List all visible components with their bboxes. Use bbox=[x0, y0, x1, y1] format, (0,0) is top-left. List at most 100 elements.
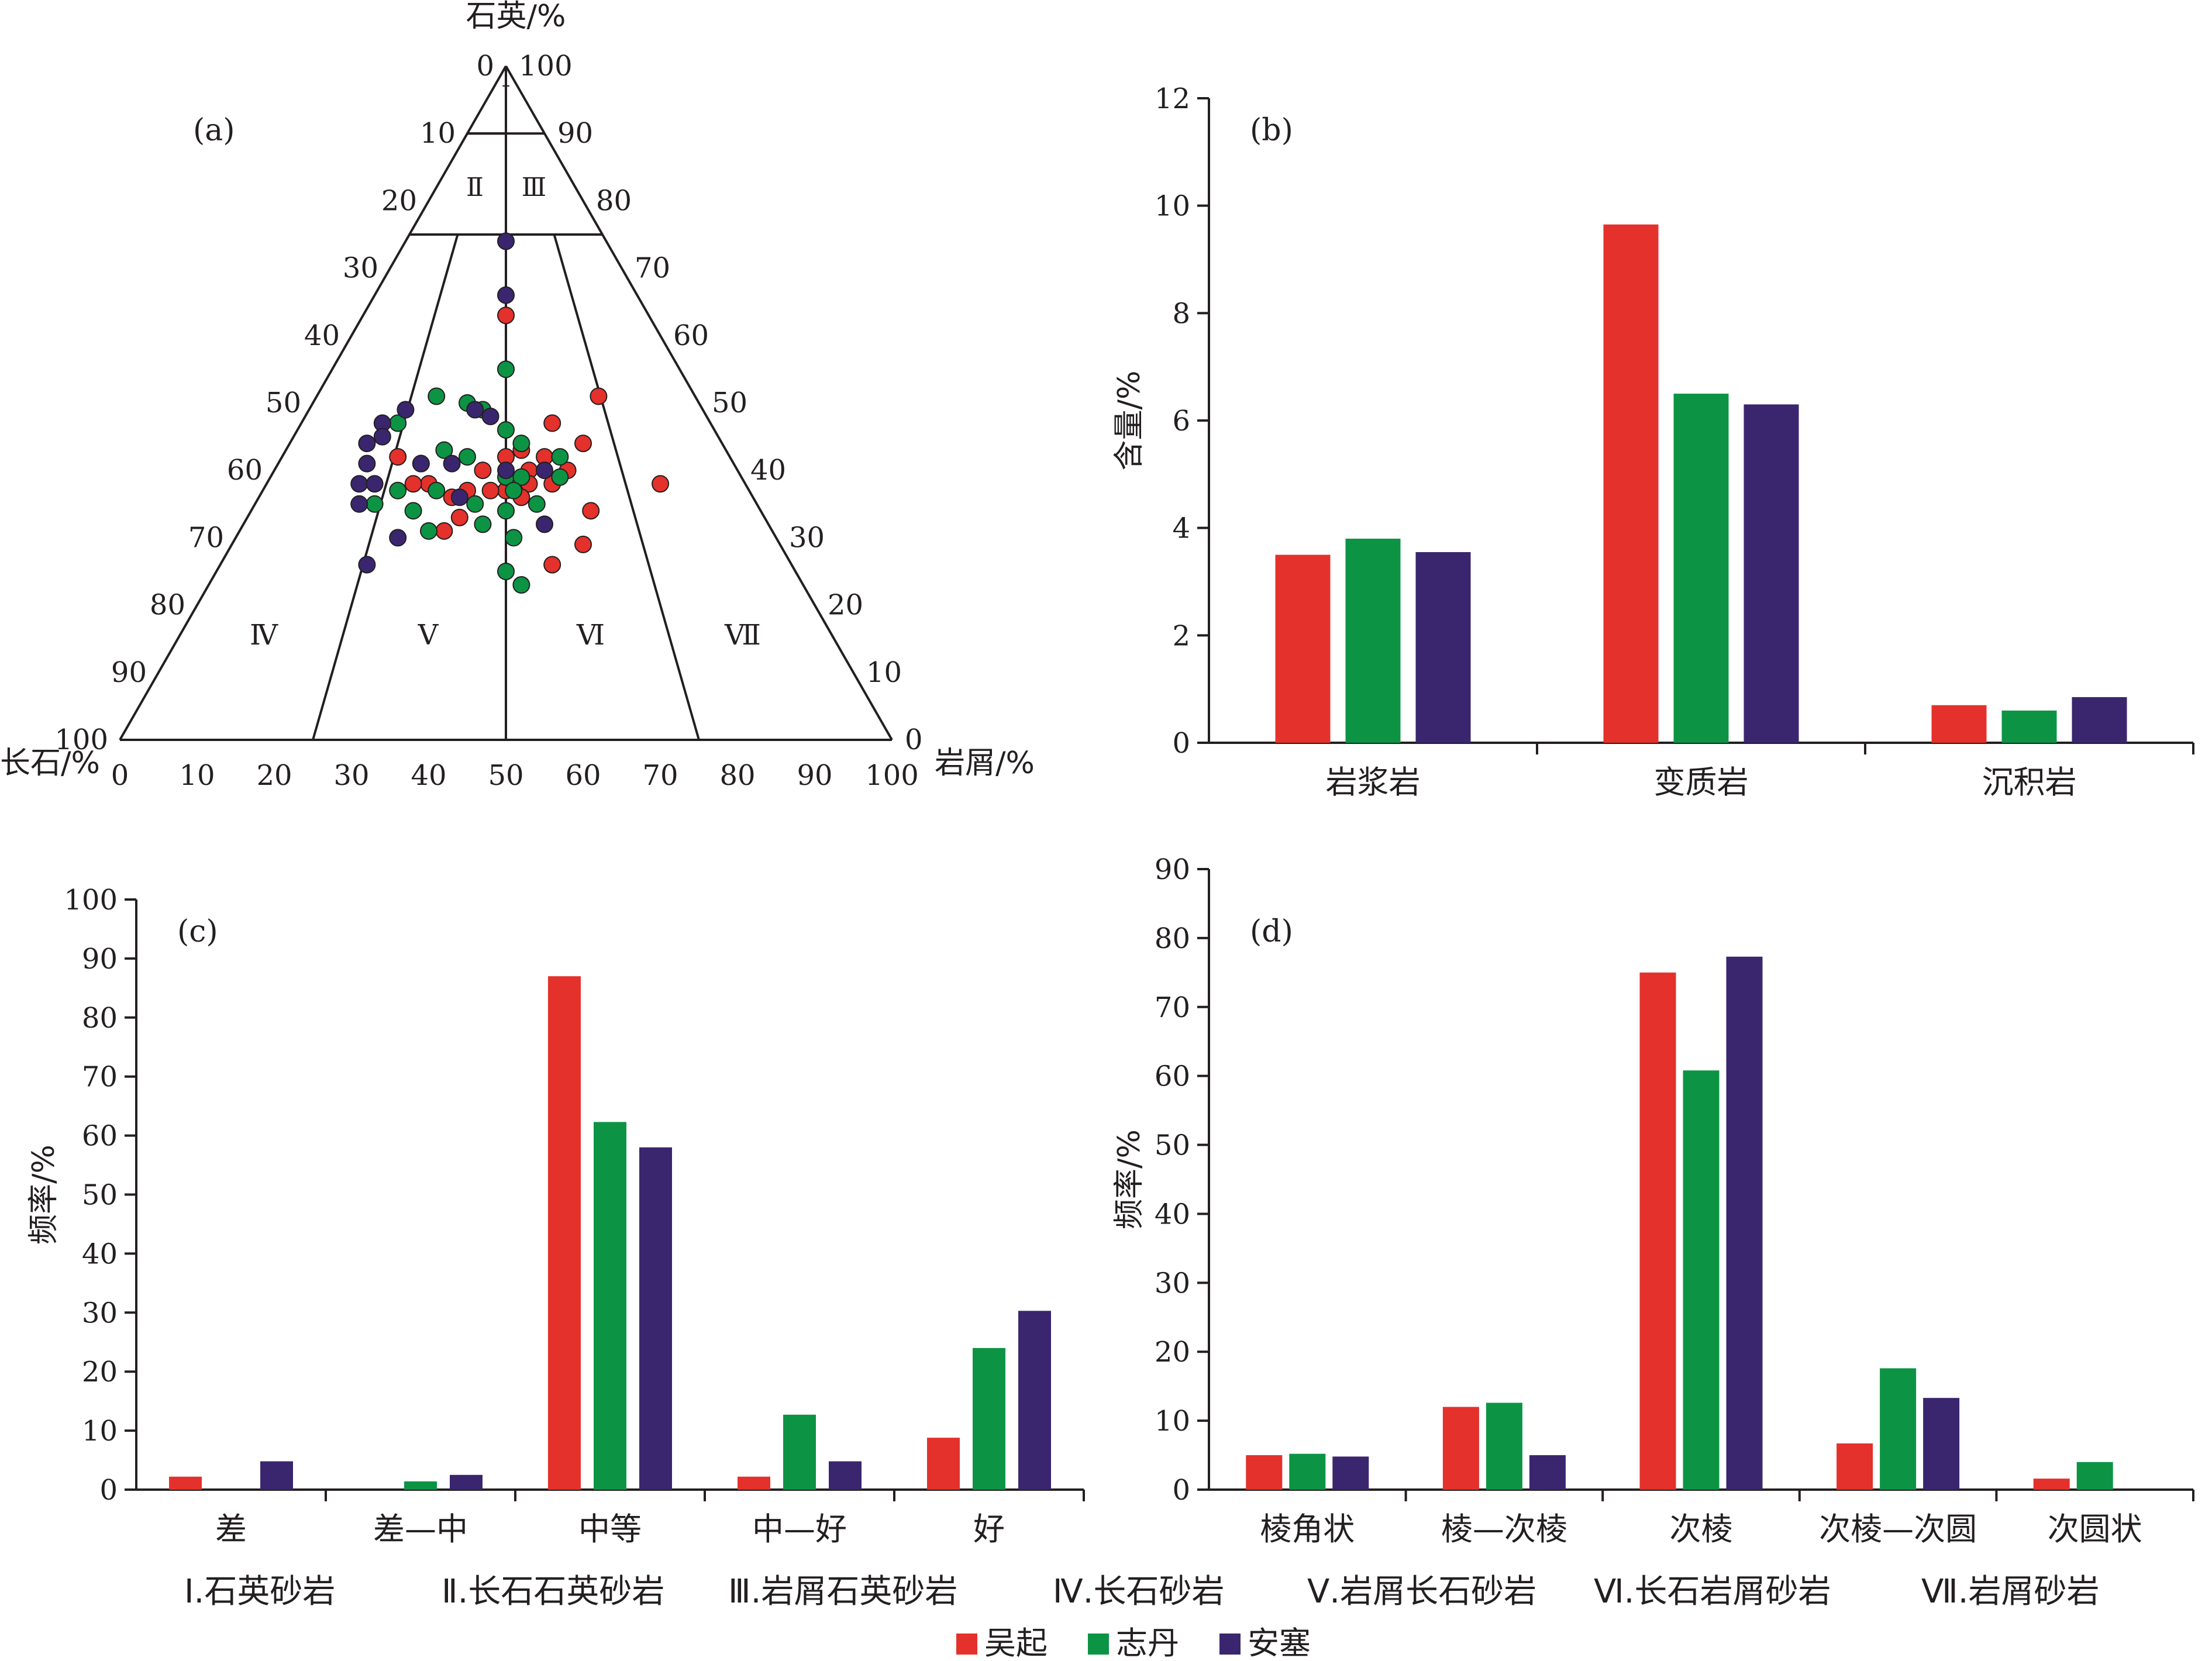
bar-panel-d: 0 10 20 30 40 50 60 70 80 90 棱角状 棱—次棱 次棱 次棱—次圆 次圆状 频率/%… bbox=[1112, 853, 2194, 1548]
scatter-point-ansai bbox=[350, 495, 368, 513]
y-tick-label: 30 bbox=[1155, 1267, 1190, 1300]
bar-wuqi bbox=[1837, 1443, 1873, 1490]
ternary-tick-left: 0 bbox=[476, 50, 494, 82]
x-tick-label: 差 bbox=[215, 1511, 247, 1548]
scatter-point-ansai bbox=[536, 461, 553, 480]
scatter-point-ansai bbox=[443, 454, 461, 473]
ternary-tick-right: 40 bbox=[750, 454, 786, 487]
bar-wuqi bbox=[2033, 1479, 2070, 1490]
y-tick-label: 8 bbox=[1172, 297, 1190, 330]
scatter-point-zhidan bbox=[459, 448, 476, 466]
scatter-point-wuqi bbox=[543, 556, 561, 574]
ternary-axis-right-label: 岩屑/% bbox=[935, 746, 1035, 781]
y-axis-label: 含量/% bbox=[1112, 371, 1147, 471]
scatter-point-zhidan bbox=[428, 387, 446, 405]
bar-ansai bbox=[1415, 552, 1471, 743]
ternary-tick-right: 60 bbox=[673, 319, 709, 352]
ternary-axis-top-label: 石英/% bbox=[466, 0, 566, 34]
ternary-line-r3 bbox=[553, 234, 700, 740]
class-legend-item: Ⅴ.岩屑长石砂岩 bbox=[1307, 1573, 1536, 1611]
panel-label: (a) bbox=[193, 113, 235, 148]
scatter-point-ansai bbox=[450, 488, 468, 506]
scatter-point-zhidan bbox=[497, 563, 515, 580]
scatter-point-zhidan bbox=[551, 468, 569, 486]
bar-wuqi bbox=[738, 1476, 770, 1490]
bar-wuqi bbox=[927, 1438, 960, 1490]
x-tick-label: 差—中 bbox=[373, 1511, 468, 1548]
scatter-point-ansai bbox=[497, 286, 515, 304]
ternary-tick-bottom: 0 bbox=[111, 759, 129, 792]
ternary-tick-right: 50 bbox=[712, 387, 747, 419]
bar-ansai bbox=[1529, 1455, 1566, 1490]
ternary-axis-left-label: 长石/% bbox=[0, 746, 100, 781]
ternary-tick-right: 70 bbox=[635, 252, 670, 285]
bar-ansai bbox=[260, 1461, 293, 1490]
scatter-point-ansai bbox=[481, 408, 499, 426]
bar-zhidan bbox=[1673, 394, 1729, 743]
ternary-tick-left: 50 bbox=[266, 387, 301, 419]
y-tick-label: 20 bbox=[1155, 1336, 1190, 1369]
bar-panel-b: 0 2 4 6 8 10 12 岩浆岩 变质岩 沉积岩 含量/% (b) bbox=[1112, 82, 2194, 801]
scatter-point-wuqi bbox=[474, 461, 492, 480]
bar-ansai bbox=[639, 1147, 672, 1490]
ternary-region-label: Ⅴ bbox=[418, 619, 439, 652]
scatter-point-ansai bbox=[366, 475, 384, 493]
bar-zhidan bbox=[1683, 1070, 1720, 1490]
ternary-tick-bottom: 50 bbox=[488, 759, 523, 792]
bar-ansai bbox=[1744, 404, 1799, 743]
legend-label-ansai: 安塞 bbox=[1248, 1625, 1311, 1661]
scatter-point-zhidan bbox=[389, 481, 407, 499]
class-legend: Ⅰ.石英砂岩 Ⅱ.长石石英砂岩 Ⅲ.岩屑石英砂岩 Ⅳ.长石砂岩 Ⅴ.岩屑长石砂岩… bbox=[184, 1573, 2100, 1611]
bar-zhidan bbox=[1345, 539, 1401, 743]
ternary-tick-right: 80 bbox=[596, 184, 632, 217]
bar-wuqi bbox=[1603, 224, 1659, 743]
bar-zhidan bbox=[1880, 1368, 1917, 1490]
ternary-tick-right: 0 bbox=[905, 723, 923, 756]
scatter-point-wuqi bbox=[590, 387, 608, 405]
bar-wuqi bbox=[1275, 554, 1331, 743]
y-tick-label: 2 bbox=[1172, 619, 1190, 652]
bar-wuqi bbox=[1639, 972, 1676, 1490]
scatter-point-zhidan bbox=[512, 468, 530, 486]
class-legend-item: Ⅵ.长石岩屑砂岩 bbox=[1594, 1573, 1831, 1611]
x-tick-label: 次棱 bbox=[1670, 1511, 1733, 1548]
x-tick-label: 棱—次棱 bbox=[1441, 1511, 1567, 1548]
ternary-region-label: Ⅲ bbox=[522, 173, 546, 202]
scatter-point-zhidan bbox=[428, 481, 446, 499]
y-tick-label: 90 bbox=[82, 943, 118, 976]
ternary-tick-left: 60 bbox=[227, 454, 263, 487]
y-tick-label: 10 bbox=[1155, 1405, 1190, 1438]
ternary-region-label: Ⅳ bbox=[250, 619, 278, 652]
scatter-point-zhidan bbox=[497, 421, 515, 439]
y-tick-label: 100 bbox=[64, 884, 118, 916]
ternary-tick-left: 20 bbox=[381, 184, 417, 217]
x-tick-label: 好 bbox=[973, 1511, 1005, 1548]
scatter-point-zhidan bbox=[497, 360, 515, 378]
series-legend: 吴起 志丹 安塞 bbox=[956, 1625, 1311, 1661]
scatter-point-wuqi bbox=[404, 475, 422, 493]
ternary-left-edge bbox=[119, 66, 507, 740]
ternary-tick-left: 40 bbox=[304, 319, 340, 352]
class-legend-item: Ⅱ.长石石英砂岩 bbox=[442, 1573, 664, 1611]
y-tick-label: 0 bbox=[1172, 1474, 1190, 1507]
y-tick-label: 40 bbox=[1155, 1198, 1190, 1231]
bar-zhidan bbox=[2076, 1462, 2113, 1490]
ternary-region-label: Ⅶ bbox=[724, 619, 761, 652]
bar-wuqi bbox=[1246, 1455, 1283, 1490]
ternary-tick-bottom: 80 bbox=[719, 759, 755, 792]
scatter-point-wuqi bbox=[450, 508, 468, 526]
scatter-point-wuqi bbox=[543, 414, 561, 432]
bar-wuqi bbox=[548, 976, 581, 1490]
scatter-point-zhidan bbox=[505, 481, 523, 499]
scatter-point-ansai bbox=[358, 435, 376, 453]
y-tick-label: 0 bbox=[99, 1474, 118, 1507]
ternary-tick-left: 80 bbox=[150, 589, 185, 622]
ternary-tick-right: 20 bbox=[828, 589, 863, 622]
scatter-point-zhidan bbox=[404, 502, 422, 520]
bar-zhidan bbox=[1289, 1453, 1326, 1490]
y-tick-label: 40 bbox=[82, 1238, 118, 1270]
ternary-tick-left: 100 bbox=[54, 723, 108, 756]
ternary-region-label: Ⅵ bbox=[576, 619, 605, 652]
legend-label-wuqi: 吴起 bbox=[984, 1625, 1048, 1661]
